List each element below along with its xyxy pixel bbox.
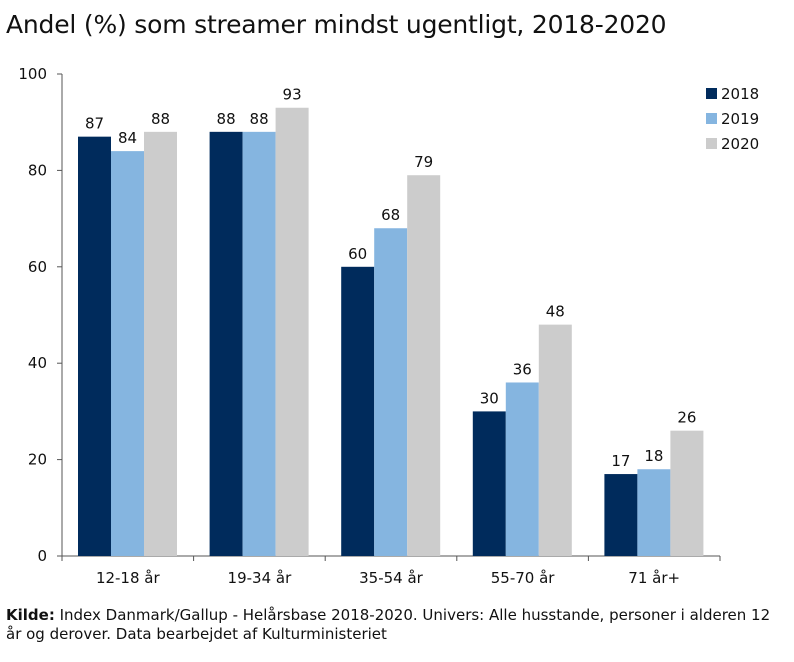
bar-2020 — [275, 107, 309, 557]
bar-2018 — [604, 474, 638, 556]
y-tick-label: 0 — [37, 547, 47, 565]
y-tick-label: 40 — [28, 354, 47, 372]
data-label: 36 — [513, 360, 532, 378]
legend-swatch-2020 — [706, 138, 717, 149]
x-tick-label: 71 år+ — [628, 569, 680, 587]
data-label: 88 — [151, 110, 170, 128]
bar-2019 — [111, 151, 144, 556]
legend-label: 2018 — [721, 85, 759, 103]
y-axis-ticks: 0 20 40 60 80 100 — [18, 65, 62, 565]
source-note: Kilde: Index Danmark/Gallup - Helårsbase… — [6, 606, 790, 644]
data-label: 30 — [480, 389, 499, 407]
bar-2018 — [209, 131, 243, 556]
bar-2020 — [407, 175, 441, 556]
y-tick-label: 80 — [28, 161, 47, 179]
bar-2019 — [505, 382, 539, 556]
bar-2020 — [144, 131, 177, 556]
x-tick-label: 19-34 år — [228, 569, 293, 587]
bar-2018 — [78, 136, 111, 556]
data-label: 84 — [118, 129, 137, 147]
bar-2019 — [374, 228, 408, 557]
legend: 2018 2019 2020 — [706, 85, 759, 153]
legend-swatch-2019 — [706, 113, 717, 124]
x-tick-label: 12-18 år — [96, 569, 161, 587]
source-label: Kilde: — [6, 606, 55, 624]
data-label: 68 — [381, 206, 400, 224]
y-tick-label: 100 — [18, 65, 47, 83]
data-label: 79 — [414, 153, 433, 171]
data-label: 17 — [611, 452, 630, 470]
source-text: Index Danmark/Gallup - Helårsbase 2018-2… — [6, 606, 771, 643]
bar-2020 — [538, 324, 572, 556]
bar-2019 — [637, 469, 671, 556]
bar-2018 — [472, 411, 506, 556]
legend-swatch-2018 — [706, 88, 717, 99]
data-label: 88 — [250, 110, 269, 128]
chart-title: Andel (%) som streamer mindst ugentligt,… — [6, 10, 667, 39]
data-label: 93 — [283, 86, 302, 104]
x-axis-ticks: 12-18 år 19-34 år 35-54 år 55-70 år 71 år+ — [61, 556, 721, 587]
data-label: 88 — [217, 110, 236, 128]
x-tick-label: 55-70 år — [491, 569, 556, 587]
data-label: 26 — [677, 409, 696, 427]
data-labels: 87 88 60 30 17 84 88 68 36 18 88 93 79 48 26 — [85, 86, 696, 470]
bars — [78, 107, 704, 557]
legend-label: 2020 — [721, 135, 759, 153]
x-tick-label: 35-54 år — [359, 569, 424, 587]
bar-2020 — [670, 430, 704, 556]
data-label: 60 — [348, 245, 367, 263]
y-tick-label: 60 — [28, 258, 47, 276]
y-tick-label: 20 — [28, 451, 47, 469]
bar-2018 — [341, 266, 375, 556]
data-label: 87 — [85, 115, 104, 133]
data-label: 18 — [644, 447, 663, 465]
bar-2019 — [242, 131, 276, 556]
bar-chart: 0 20 40 60 80 100 12-18 år 19-34 år 35-54 år 55-… — [18, 65, 759, 587]
legend-label: 2019 — [721, 110, 759, 128]
data-label: 48 — [546, 303, 565, 321]
